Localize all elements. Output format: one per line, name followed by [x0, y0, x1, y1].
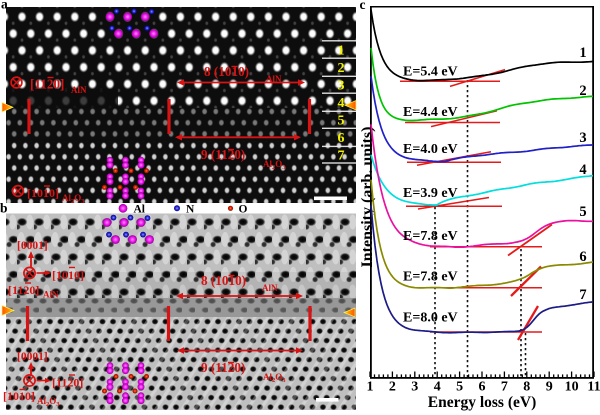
svg-text:8 (1010): 8 (1010) [204, 64, 249, 79]
svg-text:3: 3 [579, 130, 586, 146]
svg-text:2: 2 [338, 61, 345, 76]
svg-text:O: O [239, 204, 248, 216]
svg-text:[1010]: [1010] [52, 268, 84, 282]
svg-text:AlN: AlN [262, 283, 278, 293]
svg-text:[1120]: [1120] [8, 283, 39, 297]
svg-text:[0001]: [0001] [17, 351, 48, 363]
svg-text:5: 5 [456, 380, 463, 395]
svg-text:9 (1120): 9 (1120) [201, 360, 245, 375]
svg-text:[1120]: [1120] [52, 376, 83, 390]
svg-text:5: 5 [338, 114, 345, 129]
svg-text:c: c [360, 0, 366, 12]
svg-text:AlN: AlN [266, 74, 282, 84]
svg-text:8: 8 [523, 380, 530, 395]
svg-text:Energy loss (eV): Energy loss (eV) [428, 394, 537, 411]
svg-text:10: 10 [565, 380, 579, 395]
svg-text:1: 1 [579, 45, 586, 61]
svg-text:6: 6 [338, 131, 345, 146]
svg-text:9 (1120): 9 (1120) [201, 147, 245, 162]
svg-text:E=8.0 eV: E=8.0 eV [403, 311, 458, 326]
svg-text:1: 1 [367, 380, 374, 395]
svg-text:3: 3 [411, 380, 418, 395]
svg-text:Al2O3: Al2O3 [37, 396, 60, 408]
svg-text:E=7.8 eV: E=7.8 eV [403, 270, 458, 285]
svg-text:E=4.4 eV: E=4.4 eV [403, 105, 458, 120]
svg-text:5: 5 [579, 204, 586, 220]
svg-text:4: 4 [434, 380, 441, 395]
svg-text:[1120]: [1120] [30, 77, 64, 92]
svg-text:Al2O3: Al2O3 [263, 372, 286, 384]
svg-text:b: b [0, 201, 8, 216]
svg-text:8 (1010): 8 (1010) [201, 273, 246, 288]
svg-text:E=5.4 eV: E=5.4 eV [403, 65, 458, 80]
svg-text:[1010]: [1010] [27, 186, 59, 200]
svg-text:[0001]: [0001] [17, 240, 48, 252]
svg-text:4: 4 [338, 96, 345, 111]
svg-text:Al: Al [134, 204, 146, 216]
svg-text:7: 7 [579, 287, 586, 303]
svg-text:Intensity (arb. units): Intensity (arb. units) [359, 127, 376, 268]
svg-text:7: 7 [338, 149, 345, 164]
svg-text:Al2O3: Al2O3 [62, 193, 85, 205]
svg-text:E=4.0 eV: E=4.0 eV [403, 142, 458, 157]
svg-text:3: 3 [338, 79, 345, 94]
svg-text:AlN: AlN [71, 85, 87, 95]
svg-text:[1010]: [1010] [3, 389, 35, 403]
svg-text:a: a [1, 0, 8, 12]
svg-text:2: 2 [579, 83, 586, 99]
svg-text:E=7.8 eV: E=7.8 eV [403, 229, 458, 244]
svg-text:11: 11 [587, 380, 600, 395]
svg-text:6: 6 [579, 249, 586, 265]
svg-text:6: 6 [479, 380, 486, 395]
svg-text:2: 2 [389, 380, 396, 395]
svg-text:Al2O3: Al2O3 [263, 159, 286, 171]
svg-text:9: 9 [546, 380, 553, 395]
svg-text:N: N [186, 204, 195, 216]
svg-text:7: 7 [501, 380, 508, 395]
svg-text:1: 1 [338, 43, 345, 58]
svg-text:AlN: AlN [43, 290, 59, 300]
svg-text:4: 4 [579, 162, 586, 178]
svg-text:E=3.9 eV: E=3.9 eV [403, 186, 458, 201]
